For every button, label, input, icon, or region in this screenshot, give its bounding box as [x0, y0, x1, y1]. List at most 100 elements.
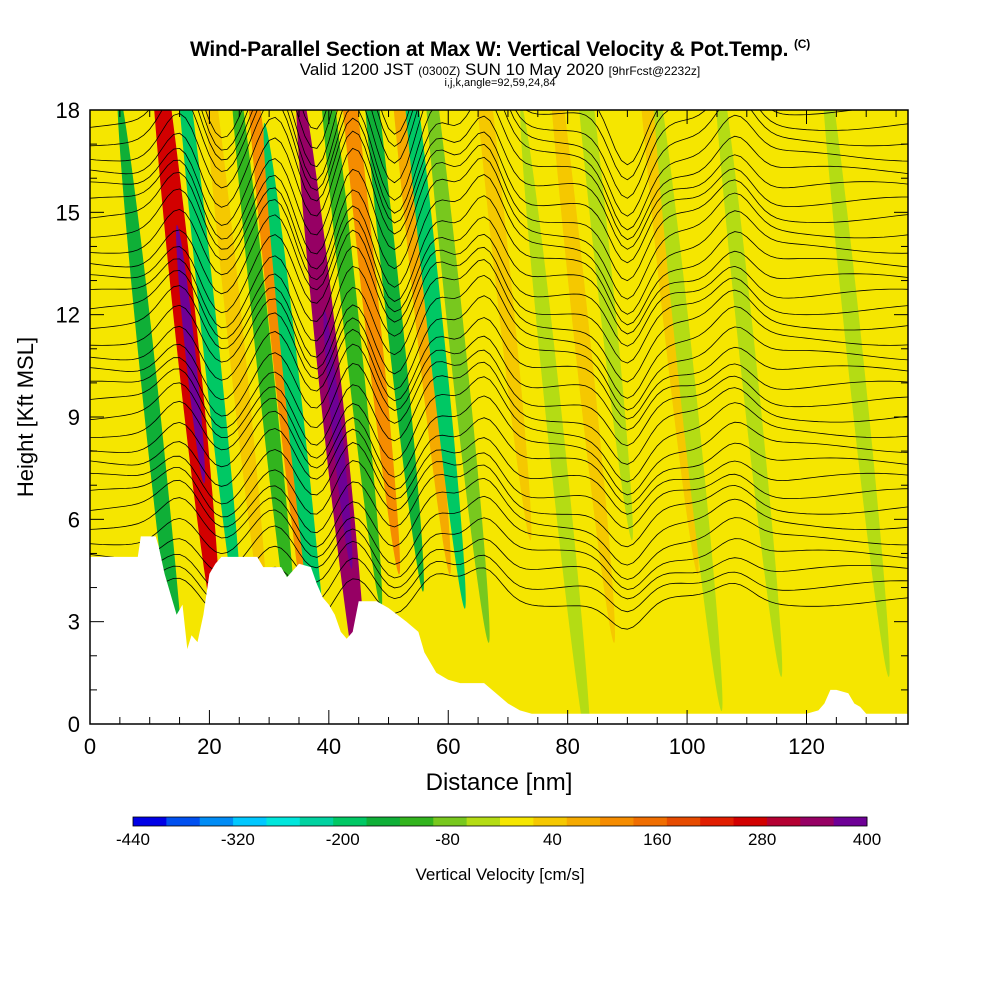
colorbar-swatch-20: [800, 817, 835, 826]
terrain-mask: [90, 536, 908, 724]
colorbar-tick-label-2: -200: [326, 830, 360, 849]
main-title: Wind-Parallel Section at Max W: Vertical…: [0, 37, 1000, 62]
y-tick-label-15: 15: [56, 200, 80, 225]
velocity-band-21: [818, 110, 890, 677]
colorbar-swatch-17: [700, 817, 735, 826]
copyright-mark: (C): [793, 37, 811, 51]
theta-contour-27: [90, 115, 908, 250]
colorbar-tick-label-7: 400: [853, 830, 881, 849]
colorbar-swatch-12: [533, 817, 568, 826]
colorbar-swatch-13: [566, 817, 601, 826]
theta-contour-28: [90, 110, 908, 241]
theta-contour-23: [90, 174, 908, 315]
theta-contour-32: [201, 110, 857, 181]
forecast-text: [9hrFcst@2232z]: [608, 64, 701, 78]
colorbar-swatch-14: [600, 817, 634, 826]
y-axis-label: Height [Kft MSL]: [13, 337, 38, 497]
colorbar-tick-label-6: 280: [748, 830, 776, 849]
colorbar-swatch-16: [666, 817, 701, 826]
valid-date-text: SUN 10 May 2020: [465, 60, 604, 79]
colorbar-swatch-11: [500, 817, 534, 826]
theta-contour-26: [90, 131, 908, 264]
theta-contour-4: [90, 495, 908, 580]
colorbar-swatch-21: [833, 817, 868, 826]
theta-contour-7: [90, 452, 908, 530]
colorbar-swatch-9: [433, 817, 468, 826]
theta-contour-29: [90, 110, 908, 231]
indices-text: i,j,k,angle=92,59,24,84: [444, 77, 556, 89]
colorbar-swatch-15: [633, 817, 668, 826]
velocity-band-20: [711, 110, 783, 677]
x-tick-label-20: 20: [197, 734, 221, 759]
x-tick-label-60: 60: [436, 734, 460, 759]
velocity-band-3: [197, 110, 269, 643]
theta-contour-22: [90, 195, 908, 326]
theta-contour-15: [90, 317, 908, 420]
indices-line: i,j,k,angle=92,59,24,84: [0, 77, 1000, 89]
theta-contour-12: [90, 361, 908, 465]
theta-contour-11: [90, 376, 908, 483]
x-tick-label-0: 0: [84, 734, 96, 759]
colorbar-tick-label-1: -320: [221, 830, 255, 849]
colorbar-swatch-7: [366, 817, 401, 826]
velocity-core-7: [323, 310, 353, 569]
y-tick-label-12: 12: [56, 303, 80, 328]
x-tick-label-80: 80: [555, 734, 579, 759]
valid-time-text: Valid 1200 JST: [299, 60, 414, 79]
theta-contour-19: [90, 246, 908, 364]
x-tick-label-100: 100: [669, 734, 706, 759]
x-tick-label-40: 40: [317, 734, 341, 759]
x-tick-label-120: 120: [788, 734, 825, 759]
colorbar-tick-label-0: -440: [116, 830, 150, 849]
velocity-band-12: [394, 110, 466, 609]
valid-utc-text: (0300Z): [418, 64, 461, 78]
theta-contour-16: [90, 295, 908, 411]
velocity-band-18: [627, 110, 699, 575]
theta-contour-13: [90, 349, 908, 447]
colorbar-swatch-19: [766, 817, 801, 826]
theta-contour-20: [90, 233, 908, 347]
theta-contour-33: [205, 110, 658, 166]
theta-contour-24: [90, 156, 908, 300]
colorbar-tick-label-4: 40: [543, 830, 562, 849]
colorbar-swatch-5: [299, 817, 334, 826]
velocity-band-14: [460, 110, 532, 541]
theta-contour-30: [90, 110, 908, 217]
velocity-band-10: [353, 110, 424, 592]
colorbar-swatch-0: [133, 817, 167, 826]
colorbar: -440 -320 -200 -80 40 160 280 400: [116, 816, 881, 849]
valid-time-line: Valid 1200 JST (0300Z) SUN 10 May 2020 […: [0, 60, 1000, 80]
theta-contour-14: [90, 335, 908, 431]
colorbar-swatch-1: [166, 817, 201, 826]
velocity-band-19: [651, 110, 723, 712]
theta-contour-9: [90, 417, 908, 505]
velocity-band-17: [562, 110, 633, 541]
colorbar-label: Vertical Velocity [cm/s]: [415, 865, 584, 884]
y-tick-label-18: 18: [56, 98, 80, 123]
theta-contour-10: [90, 395, 908, 496]
colorbar-frame: [132, 816, 868, 827]
theta-contour-25: [90, 143, 908, 282]
colorbar-tick-label-5: 160: [643, 830, 671, 849]
theta-contour-6: [90, 464, 908, 548]
plot-area: [90, 110, 908, 724]
x-axis-label: Distance [nm]: [426, 769, 573, 796]
theta-contour-8: [90, 437, 908, 515]
y-tick-label-3: 3: [68, 610, 80, 635]
colorbar-swatch-6: [333, 817, 368, 826]
velocity-band-2: [172, 110, 244, 643]
theta-contour-21: [90, 216, 908, 335]
colorbar-swatch-10: [466, 817, 501, 826]
velocity-band-15: [520, 110, 592, 724]
colorbar-swatch-3: [233, 817, 267, 826]
theta-contour-17: [90, 274, 908, 399]
colorbar-swatch-2: [199, 817, 234, 826]
colorbar-swatch-18: [733, 817, 768, 826]
velocity-band-0: [117, 110, 189, 724]
theta-contour-18: [90, 259, 908, 383]
x-axis: 0 20 40 60 80 100 120: [84, 110, 897, 759]
colorbar-swatch-4: [266, 817, 301, 826]
y-axis: 0 3 6 9 12 15 18: [56, 98, 908, 737]
main-title-text: Wind-Parallel Section at Max W: Vertical…: [189, 38, 789, 61]
